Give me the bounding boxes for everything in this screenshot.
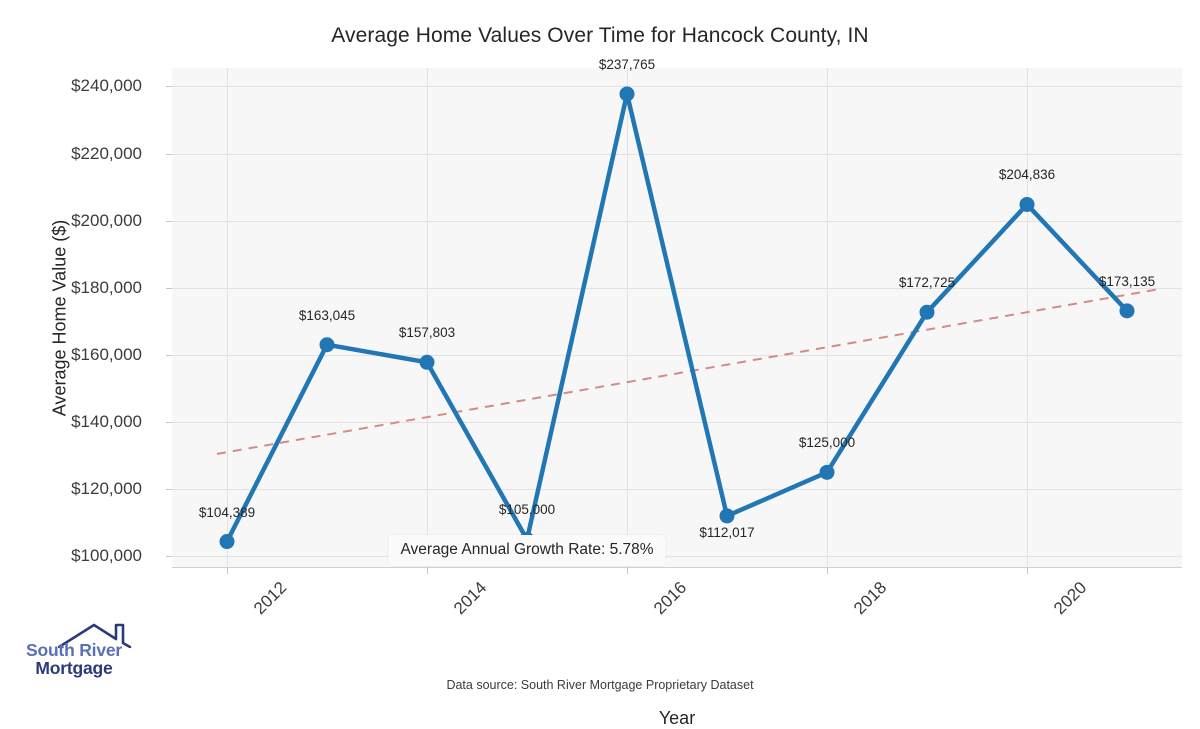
gridline-horizontal (172, 153, 1182, 155)
data-point-label: $125,000 (798, 435, 856, 451)
gridline-horizontal (172, 422, 1182, 424)
x-tick-mark (1027, 568, 1028, 574)
data-point-marker[interactable] (819, 464, 835, 480)
y-tick-mark (166, 86, 172, 88)
gridline-vertical (827, 68, 828, 567)
y-tick-mark (166, 220, 172, 222)
gridline-vertical (427, 68, 428, 567)
y-tick-label: $160,000 (71, 344, 142, 364)
gridline-vertical (227, 68, 228, 567)
x-axis-label: Year (658, 708, 696, 728)
house-roof-icon (58, 623, 132, 648)
x-tick-mark (627, 568, 628, 574)
gridline-horizontal (172, 354, 1182, 356)
y-tick-mark (166, 422, 172, 424)
x-tick-label: 2020 (1050, 578, 1091, 619)
y-tick-label: $240,000 (71, 76, 142, 96)
data-source-note: Data source: South River Mortgage Propri… (446, 678, 754, 692)
gridline-vertical (1027, 68, 1028, 567)
y-tick-label: $100,000 (71, 546, 142, 566)
data-point-label: $104,389 (198, 504, 256, 520)
gridline-horizontal (172, 556, 1182, 558)
series-line-home-values (224, 91, 1130, 544)
data-point-label: $163,045 (298, 307, 356, 323)
data-point-label: $237,765 (598, 56, 656, 72)
logo-text-primary: South River (25, 640, 122, 660)
y-axis-label: Average Home Value ($) (49, 219, 70, 417)
y-tick-mark (166, 354, 172, 356)
chart-container: Average Home Values Over Time for Hancoc… (14, 24, 1182, 728)
x-tick-mark (427, 568, 428, 574)
data-point-marker[interactable] (419, 354, 435, 370)
data-point-marker[interactable] (319, 337, 335, 353)
data-point-marker[interactable] (719, 508, 735, 524)
data-point-label: $172,725 (898, 275, 956, 291)
y-tick-label: $140,000 (71, 412, 142, 432)
gridline-horizontal (172, 86, 1182, 88)
data-point-label: $204,836 (998, 167, 1056, 183)
gridline-horizontal (172, 287, 1182, 289)
x-tick-label: 2018 (850, 578, 891, 619)
y-tick-mark (166, 489, 172, 491)
south-river-mortgage-logo: South River Mortgage (14, 618, 134, 680)
y-tick-mark (166, 556, 172, 558)
data-point-marker[interactable] (919, 304, 935, 320)
data-point-label: $105,000 (498, 502, 556, 518)
chart-title: Average Home Values Over Time for Hancoc… (331, 24, 869, 47)
trend-line (216, 288, 1158, 455)
y-tick-label: $200,000 (71, 210, 142, 230)
data-point-marker[interactable] (1119, 303, 1135, 319)
data-point-label: $173,135 (1098, 273, 1156, 289)
data-point-marker[interactable] (219, 534, 235, 550)
logo-text-secondary: Mortgage (35, 658, 113, 678)
x-tick-label: 2014 (450, 578, 491, 619)
data-point-label: $157,803 (398, 325, 456, 341)
x-tick-mark (227, 568, 228, 574)
plot-area: $100,000 $120,000 $140,000 $160,000 $180,000… (50, 57, 1182, 728)
x-tick-mark (827, 568, 828, 574)
y-tick-label: $120,000 (71, 479, 142, 499)
gridline-vertical (627, 68, 628, 567)
y-tick-label: $220,000 (71, 143, 142, 163)
gridline-horizontal (172, 489, 1182, 491)
x-tick-label: 2016 (650, 578, 691, 619)
data-point-marker[interactable] (619, 86, 635, 102)
y-tick-label: $180,000 (71, 277, 142, 297)
y-tick-mark (166, 153, 172, 155)
x-tick-label: 2012 (250, 578, 291, 619)
y-tick-mark (166, 287, 172, 289)
growth-rate-annotation: Average Annual Growth Rate: 5.78% (388, 534, 666, 566)
data-point-marker[interactable] (1019, 196, 1035, 212)
gridline-horizontal (172, 220, 1182, 222)
data-point-label: $112,017 (699, 524, 755, 540)
